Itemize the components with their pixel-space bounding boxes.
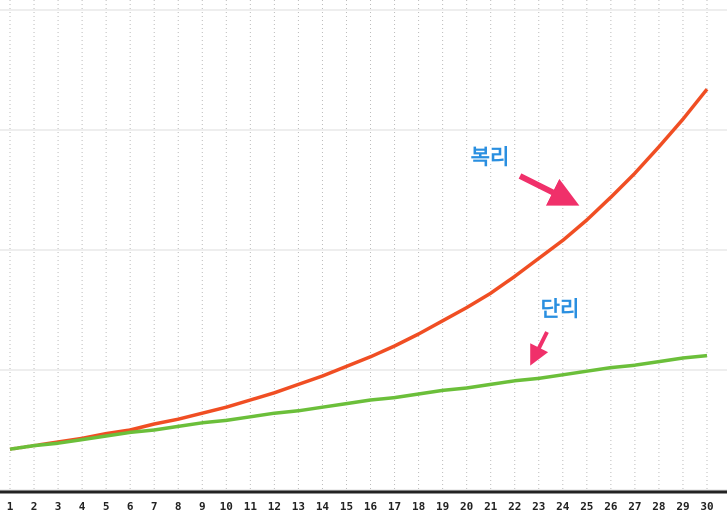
grid [0, 0, 727, 491]
series-label: 복리 [471, 145, 510, 169]
x-tick-label: 28 [652, 500, 665, 513]
x-tick-label: 13 [292, 500, 305, 513]
x-tick-label: 11 [244, 500, 258, 513]
x-tick-label: 25 [580, 500, 593, 513]
x-tick-label: 26 [604, 500, 618, 513]
annotation-arrow [530, 331, 549, 366]
x-tick-label: 27 [628, 500, 641, 513]
series-label: 단리 [541, 297, 580, 321]
lines [9, 88, 709, 451]
x-tick-label: 3 [55, 500, 62, 513]
x-tick-label: 16 [364, 500, 378, 513]
x-tick-label: 1 [7, 500, 14, 513]
x-tick-label: 15 [340, 500, 353, 513]
x-tick-label: 14 [316, 500, 330, 513]
x-tick-label: 20 [460, 500, 473, 513]
x-tick-label: 24 [556, 500, 570, 513]
annotation-arrow [518, 173, 580, 206]
x-tick-label: 30 [700, 500, 713, 513]
series-line [9, 353, 708, 451]
x-tick-label: 22 [508, 500, 521, 513]
x-tick-label: 10 [220, 500, 233, 513]
x-tick-label: 29 [676, 500, 689, 513]
x-tick-label: 12 [268, 500, 281, 513]
x-tick-label: 23 [532, 500, 545, 513]
x-tick-label: 4 [79, 500, 86, 513]
x-tick-label: 18 [412, 500, 425, 513]
x-tick-label: 7 [151, 500, 158, 513]
x-tick-label: 19 [436, 500, 449, 513]
x-tick-label: 5 [103, 500, 110, 513]
x-tick-label: 21 [484, 500, 498, 513]
series-line [9, 88, 709, 451]
x-tick-label: 2 [31, 500, 38, 513]
x-tick-label: 6 [127, 500, 134, 513]
x-tick-label: 8 [175, 500, 182, 513]
x-tick-label: 17 [388, 500, 401, 513]
x-tick-label: 9 [199, 500, 206, 513]
